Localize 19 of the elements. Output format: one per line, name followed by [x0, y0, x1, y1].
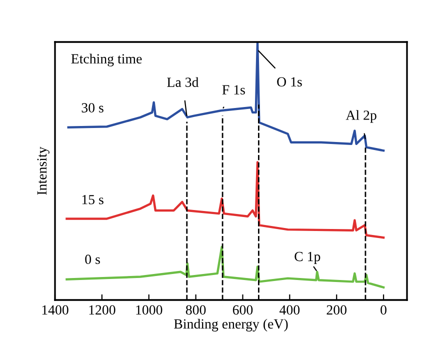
series-label: 0 s [85, 254, 100, 264]
annotation: Etching time [71, 54, 142, 66]
x-tick-label: 1000 [136, 305, 162, 315]
annotation: F 1s [222, 85, 245, 94]
x-tick-label: 800 [186, 305, 206, 315]
x-tick-label: 400 [280, 305, 300, 315]
x-tick-label: 1400 [42, 305, 68, 315]
series-label: 15 s [82, 194, 104, 204]
y-axis-title: Intensity [37, 146, 50, 195]
annotation: Al 2p [346, 110, 376, 123]
annotation: O 1s [277, 77, 302, 87]
series-label: 30 s [82, 103, 104, 112]
x-tick-label: 1200 [89, 305, 116, 315]
x-tick-label: 0 [380, 305, 386, 315]
x-axis-title: Binding energy (eV) [174, 318, 288, 332]
annotation: C 1p [294, 252, 320, 264]
x-tick-label: 600 [232, 305, 253, 315]
x-tick-label: 200 [326, 305, 346, 315]
annotation: La 3d [167, 77, 199, 87]
